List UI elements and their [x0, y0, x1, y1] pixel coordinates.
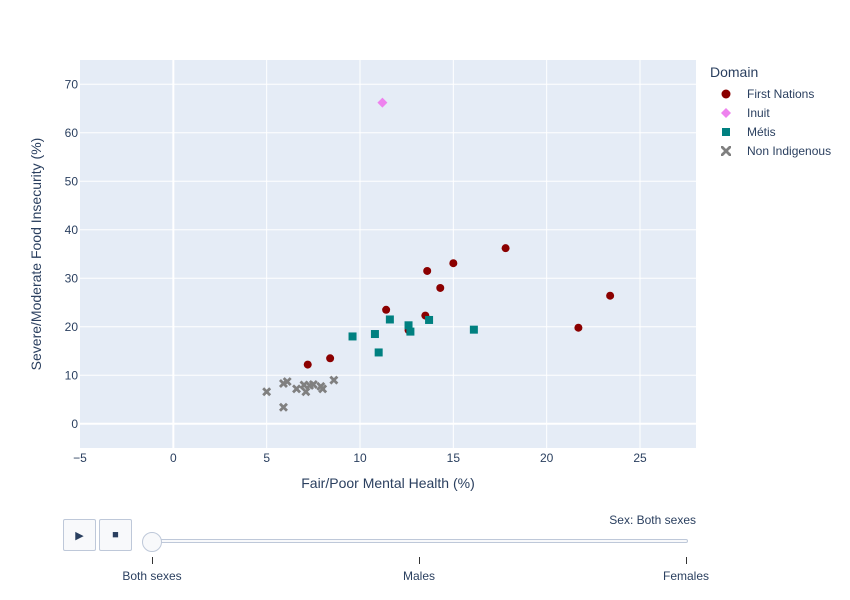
- legend-item-first-nations[interactable]: First Nations: [710, 84, 845, 103]
- y-tick-label: 60: [65, 126, 79, 140]
- square-marker-icon: [722, 127, 730, 136]
- data-point-circle: [382, 305, 391, 314]
- data-point-square: [406, 327, 415, 336]
- legend-item-inuit[interactable]: Inuit: [710, 103, 845, 122]
- data-point-square: [469, 325, 478, 334]
- data-point-x: [278, 402, 288, 412]
- data-point-square: [374, 348, 383, 357]
- data-point-square: [370, 330, 379, 339]
- slider-tick: [419, 557, 420, 564]
- data-point-circle: [303, 360, 312, 369]
- slider-tick: [686, 557, 687, 564]
- data-point-x: [318, 384, 328, 394]
- data-point-circle: [326, 354, 335, 363]
- slider-step-males[interactable]: Males: [402, 569, 436, 583]
- diamond-marker-icon: [721, 107, 731, 118]
- y-tick-label: 70: [65, 77, 79, 91]
- data-point-square: [404, 321, 413, 330]
- slider-current-value: Sex: Both sexes: [609, 513, 696, 527]
- data-point-x: [262, 387, 272, 397]
- x-tick-label: 15: [447, 451, 461, 465]
- y-tick-label: 10: [65, 368, 79, 382]
- x-tick-label: 25: [633, 451, 647, 465]
- data-point-square: [385, 315, 394, 324]
- x-tick-label: 0: [170, 451, 177, 465]
- legend-item-metis[interactable]: Métis: [710, 122, 845, 141]
- play-button[interactable]: ▶: [63, 519, 96, 551]
- data-point-x: [301, 387, 311, 397]
- data-points: [262, 97, 615, 412]
- x-tick-label: 5: [263, 451, 270, 465]
- x-tick-labels: −5 0 5 10 15 20 25: [73, 451, 647, 465]
- data-point-circle: [501, 244, 510, 253]
- legend-label: First Nations: [747, 86, 815, 101]
- data-point-circle: [574, 323, 583, 332]
- y-tick-label: 40: [65, 223, 79, 237]
- y-tick-label: 30: [65, 271, 79, 285]
- play-icon: ▶: [75, 529, 84, 542]
- data-point-square: [425, 315, 434, 324]
- legend: Domain First Nations Inuit Métis Non Ind…: [710, 64, 845, 160]
- data-point-x: [308, 379, 318, 389]
- y-tick-label: 20: [65, 320, 79, 334]
- stop-icon: ■: [112, 529, 119, 541]
- x-tick-label: −5: [73, 451, 87, 465]
- y-tick-labels: 0 10 20 30 40 50 60 70: [65, 77, 79, 431]
- slider-step-both-sexes[interactable]: Both sexes: [122, 569, 182, 583]
- data-point-circle: [436, 283, 445, 292]
- slider-rail[interactable]: [152, 539, 688, 543]
- data-point-square: [348, 332, 357, 341]
- legend-label: Métis: [747, 124, 776, 139]
- x-marker-icon: [721, 145, 731, 156]
- x-tick-label: 20: [540, 451, 554, 465]
- x-tick-label: 10: [353, 451, 367, 465]
- data-point-circle: [449, 259, 458, 268]
- gridlines: [80, 60, 696, 448]
- slider-step-females[interactable]: Females: [662, 569, 710, 583]
- data-point-circle: [423, 266, 432, 275]
- data-point-x: [292, 384, 302, 394]
- data-point-x: [282, 377, 292, 387]
- stop-button[interactable]: ■: [99, 519, 132, 551]
- legend-label: Non Indigenous: [747, 143, 832, 158]
- plot-background: [80, 60, 696, 448]
- y-tick-label: 50: [65, 174, 79, 188]
- y-axis-title: Severe/Moderate Food Insecurity (%): [28, 138, 44, 371]
- legend-label: Inuit: [747, 105, 770, 120]
- legend-item-non-indigenous[interactable]: Non Indigenous: [710, 141, 845, 160]
- y-tick-label: 0: [71, 417, 78, 431]
- data-point-x: [329, 375, 339, 385]
- data-point-diamond: [377, 97, 388, 108]
- legend-title: Domain: [710, 64, 759, 80]
- data-point-circle: [606, 291, 615, 300]
- circle-marker-icon: [721, 89, 731, 98]
- slider-tick: [152, 557, 153, 564]
- slider-handle[interactable]: [142, 532, 162, 552]
- x-axis-title: Fair/Poor Mental Health (%): [301, 475, 475, 491]
